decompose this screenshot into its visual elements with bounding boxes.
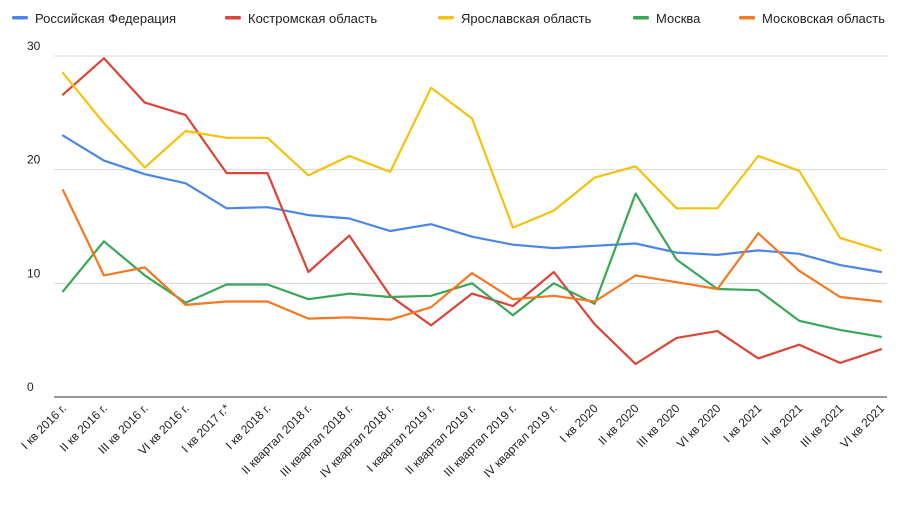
legend: Российская Федерация Костромская область Я… [12,11,885,26]
x-tick-label: I кв 2021 [720,401,764,445]
x-tick-label: VI кв 2021 [837,401,887,451]
x-tick-label: III квартал 2019 г. [441,401,519,479]
legend-swatch [438,16,454,20]
legend-swatch [633,16,649,20]
legend-label: Костромская область [248,11,377,26]
x-tick-label: III квартал 2018 г. [277,401,355,479]
gridlines [54,55,887,398]
legend-swatch [12,16,28,20]
legend-label: Ярославская область [461,11,592,26]
y-axis: 0 10 20 30 [27,39,41,394]
x-tick-label: II квартал 2018 г. [239,401,315,477]
legend-swatch [225,16,241,20]
series-line-3 [61,71,883,252]
series-line-4 [61,192,883,338]
y-tick-label: 30 [27,39,41,53]
x-tick-label: IV квартал 2018 г. [317,401,396,480]
x-tick-label: IV квартал 2019 г. [481,401,560,480]
y-tick-label: 0 [27,380,34,394]
legend-label: Московская область [762,11,885,26]
legend-swatch [739,16,755,20]
y-tick-label: 20 [27,153,41,167]
legend-label: Российская Федерация [35,11,176,26]
series-line-5 [61,189,883,321]
legend-label: Москва [656,11,701,26]
x-axis: I кв 2016 г.II кв 2016 г.III кв 2016 г.V… [18,401,887,480]
plot-area [61,57,883,366]
x-tick-label: VI кв 2020 [674,401,724,451]
series-line-2 [61,57,883,366]
x-tick-label: I кв 2020 [557,401,601,445]
y-tick-label: 10 [27,266,41,280]
x-tick-label: II квартал 2019 г. [402,401,478,477]
